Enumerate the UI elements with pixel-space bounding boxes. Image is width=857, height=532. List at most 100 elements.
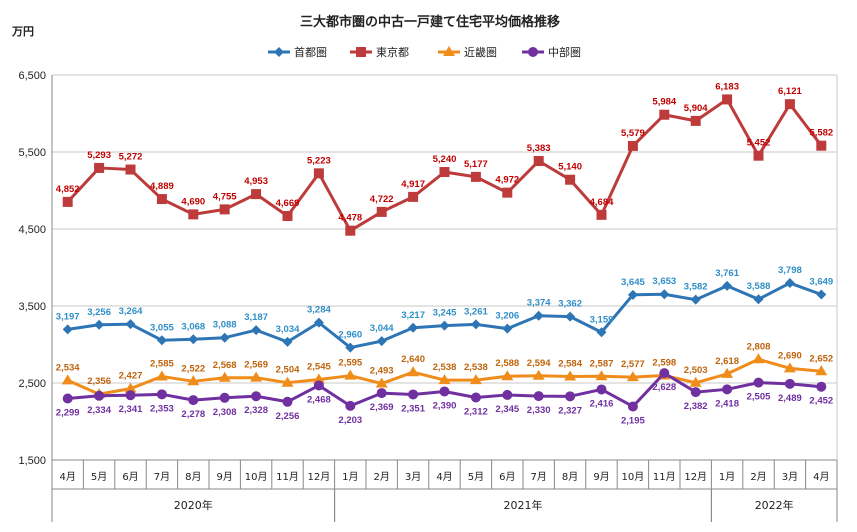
- data-point: [627, 140, 638, 151]
- data-point: [188, 209, 199, 220]
- data-point: [376, 388, 387, 399]
- data-point: [753, 294, 764, 305]
- data-point: [251, 325, 262, 336]
- data-point: [219, 204, 230, 215]
- series-1: 4,852 5,293 5,272 4,889 4,690 4,755 4,953 4,669…: [56, 81, 833, 236]
- data-point: [125, 390, 136, 401]
- data-point: [659, 289, 670, 300]
- data-point: [438, 374, 451, 385]
- data-label: 2,808: [747, 341, 771, 352]
- data-point: [470, 319, 481, 330]
- data-point: [722, 94, 733, 105]
- y-tick-label: 2,500: [18, 378, 46, 390]
- data-label: 3,055: [150, 322, 174, 333]
- x-tick-label: 4月: [813, 471, 829, 483]
- data-label: 4,722: [370, 194, 394, 205]
- data-label: 2,584: [558, 359, 582, 370]
- data-label: 2,652: [809, 353, 833, 364]
- data-point: [356, 47, 366, 57]
- data-point: [188, 395, 199, 406]
- data-point: [156, 194, 167, 205]
- data-point: [274, 47, 284, 57]
- data-point: [125, 319, 136, 330]
- data-point: [627, 289, 638, 300]
- data-point: [155, 370, 168, 381]
- data-point: [502, 389, 513, 400]
- legend-item: 近畿圏: [438, 45, 497, 59]
- data-label: 5,904: [684, 103, 708, 114]
- x-tick-label: 5月: [91, 471, 107, 483]
- data-label: 3,245: [433, 308, 457, 319]
- data-point: [443, 46, 455, 56]
- data-label: 3,068: [181, 321, 205, 332]
- data-point: [565, 391, 576, 402]
- data-point: [251, 189, 262, 200]
- data-point: [313, 168, 324, 179]
- data-label: 2,416: [590, 398, 614, 409]
- data-label: 2,452: [809, 396, 833, 407]
- data-point: [345, 225, 356, 236]
- data-label: 2,503: [684, 365, 708, 376]
- data-point: [281, 376, 294, 387]
- data-point: [282, 396, 293, 407]
- y-tick-label: 5,500: [18, 147, 46, 159]
- series-0: 3,197 3,256 3,264 3,055 3,068 3,088 3,187 3,034…: [56, 265, 833, 353]
- y-axis: 1,500 2,500 3,500 4,500 5,500 6,500: [18, 70, 838, 467]
- data-label: 2,390: [433, 400, 457, 411]
- data-label: 2,960: [338, 330, 362, 341]
- x-tick-label: 7月: [531, 471, 547, 483]
- data-label: 2,369: [370, 402, 394, 413]
- data-label: 2,356: [87, 376, 111, 387]
- data-point: [533, 156, 544, 167]
- x-tick-label: 3月: [405, 471, 421, 483]
- data-label: 3,761: [715, 268, 739, 279]
- data-label: 2,568: [213, 360, 237, 371]
- data-label: 3,798: [778, 265, 802, 276]
- data-label: 2,569: [244, 360, 268, 371]
- data-point: [564, 370, 577, 381]
- data-label: 2,538: [464, 362, 488, 373]
- plot-area: 3,197 3,256 3,264 3,055 3,068 3,088 3,187 3,034…: [56, 81, 833, 426]
- data-point: [219, 392, 230, 403]
- data-point: [251, 391, 262, 402]
- data-point: [722, 384, 733, 395]
- x-tick-label: 6月: [499, 471, 515, 483]
- data-label: 2,595: [338, 358, 362, 369]
- data-label: 4,755: [213, 191, 237, 202]
- x-tick-label: 10月: [622, 471, 645, 483]
- data-label: 2,341: [119, 404, 143, 415]
- data-point: [408, 322, 419, 333]
- data-label: 2,308: [213, 407, 237, 418]
- data-label: 2,489: [778, 393, 802, 404]
- data-point: [470, 392, 481, 403]
- data-label: 3,588: [747, 281, 771, 292]
- x-tick-label: 8月: [562, 471, 578, 483]
- data-point: [533, 391, 544, 402]
- x-tick-label: 8月: [185, 471, 201, 483]
- data-point: [439, 386, 450, 397]
- data-label: 3,264: [119, 306, 143, 317]
- series-line: [66, 97, 823, 233]
- data-point: [816, 140, 827, 151]
- legend-label: 東京都: [376, 45, 409, 59]
- legend-item: 中部圏: [522, 45, 581, 59]
- data-point: [627, 401, 638, 412]
- data-point: [94, 162, 105, 173]
- data-label: 2,382: [684, 401, 708, 412]
- x-tick-label: 9月: [217, 471, 233, 483]
- data-label: 2,345: [495, 404, 519, 415]
- data-label: 2,640: [401, 354, 425, 365]
- data-label: 4,684: [590, 197, 614, 208]
- data-label: 4,917: [401, 179, 425, 190]
- x-tick-label: 1月: [342, 471, 358, 483]
- year-label: 2022年: [755, 498, 794, 512]
- data-point: [407, 366, 420, 377]
- x-tick-label: 3月: [782, 471, 798, 483]
- data-point: [690, 387, 701, 398]
- data-point: [784, 278, 795, 289]
- data-point: [62, 393, 73, 404]
- data-point: [533, 310, 544, 321]
- data-label: 2,327: [558, 405, 582, 416]
- year-label: 2020年: [174, 498, 213, 512]
